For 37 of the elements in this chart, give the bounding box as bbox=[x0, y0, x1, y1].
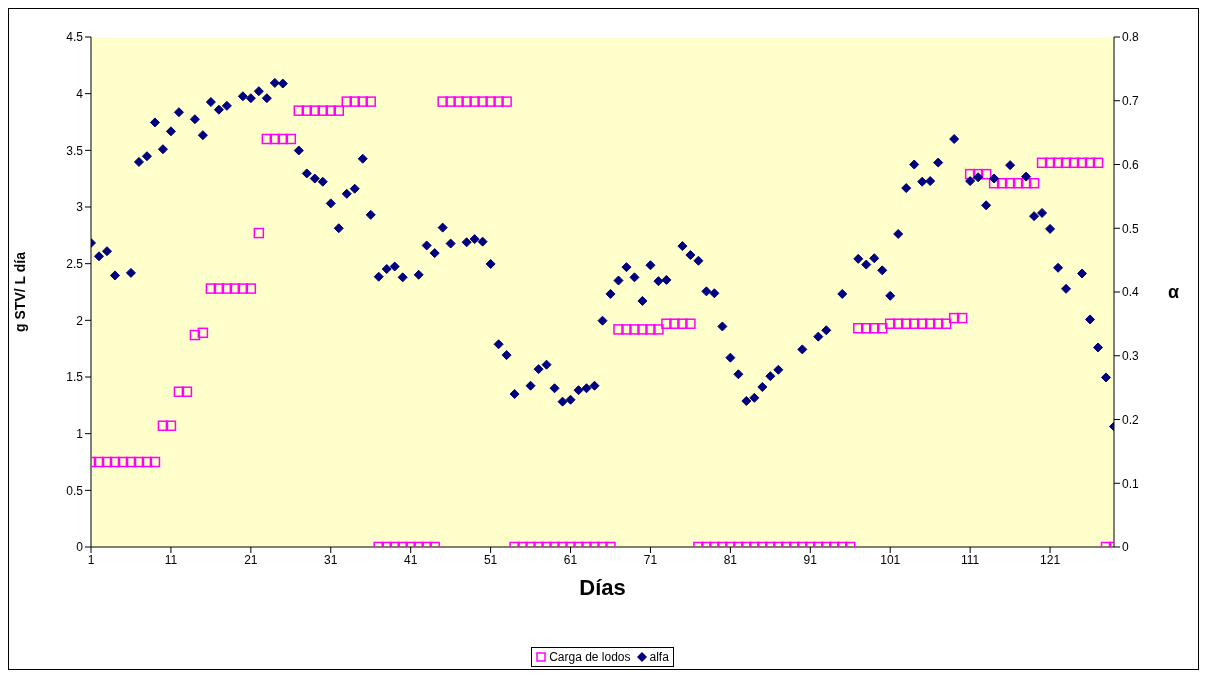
x-tick-label: 11 bbox=[164, 552, 178, 567]
x-tick-label: 91 bbox=[803, 552, 818, 567]
x-tick-label: 101 bbox=[880, 552, 901, 567]
y-tick-label: 3 bbox=[76, 200, 84, 215]
y-tick-label: 3.5 bbox=[66, 143, 84, 158]
y-axis-title: g STV/ L día bbox=[11, 251, 28, 332]
y2-tick-label: 0.6 bbox=[1122, 157, 1140, 172]
y2-tick-label: 0 bbox=[1122, 540, 1129, 555]
y2-tick-label: 0.4 bbox=[1122, 285, 1140, 300]
y-tick-label: 4 bbox=[76, 86, 84, 101]
x-tick-label: 21 bbox=[244, 552, 258, 567]
y2-tick-label: 0.2 bbox=[1122, 412, 1140, 427]
x-tick-label: 121 bbox=[1040, 552, 1061, 567]
y2-tick-label: 0.7 bbox=[1122, 94, 1140, 109]
y-tick-label: 2 bbox=[76, 313, 84, 328]
legend-label: alfa bbox=[648, 650, 669, 664]
legend-label: Carga de lodos bbox=[548, 650, 631, 664]
y-tick-label: 0.5 bbox=[66, 483, 84, 498]
y2-tick-label: 0.3 bbox=[1122, 349, 1140, 364]
x-tick-label: 71 bbox=[643, 552, 658, 567]
x-tick-label: 51 bbox=[483, 552, 498, 567]
y-tick-label: 1.5 bbox=[66, 370, 84, 385]
x-tick-label: 41 bbox=[404, 552, 418, 567]
x-tick-label: 31 bbox=[324, 552, 338, 567]
y2-tick-label: 0.8 bbox=[1122, 30, 1140, 45]
x-axis-title: Días bbox=[579, 575, 626, 600]
y-tick-label: 0 bbox=[76, 540, 84, 555]
y2-tick-label: 0.5 bbox=[1122, 221, 1140, 236]
y2-axis-title: α bbox=[1167, 282, 1179, 303]
y-tick-label: 2.5 bbox=[66, 256, 84, 271]
y-tick-label: 1 bbox=[76, 426, 84, 441]
x-tick-label: 81 bbox=[723, 552, 738, 567]
x-tick-label: 111 bbox=[961, 552, 980, 567]
x-tick-label: 1 bbox=[87, 552, 95, 567]
y2-tick-label: 0.1 bbox=[1122, 476, 1140, 491]
x-tick-label: 61 bbox=[563, 552, 578, 567]
y-tick-label: 4.5 bbox=[66, 30, 84, 45]
